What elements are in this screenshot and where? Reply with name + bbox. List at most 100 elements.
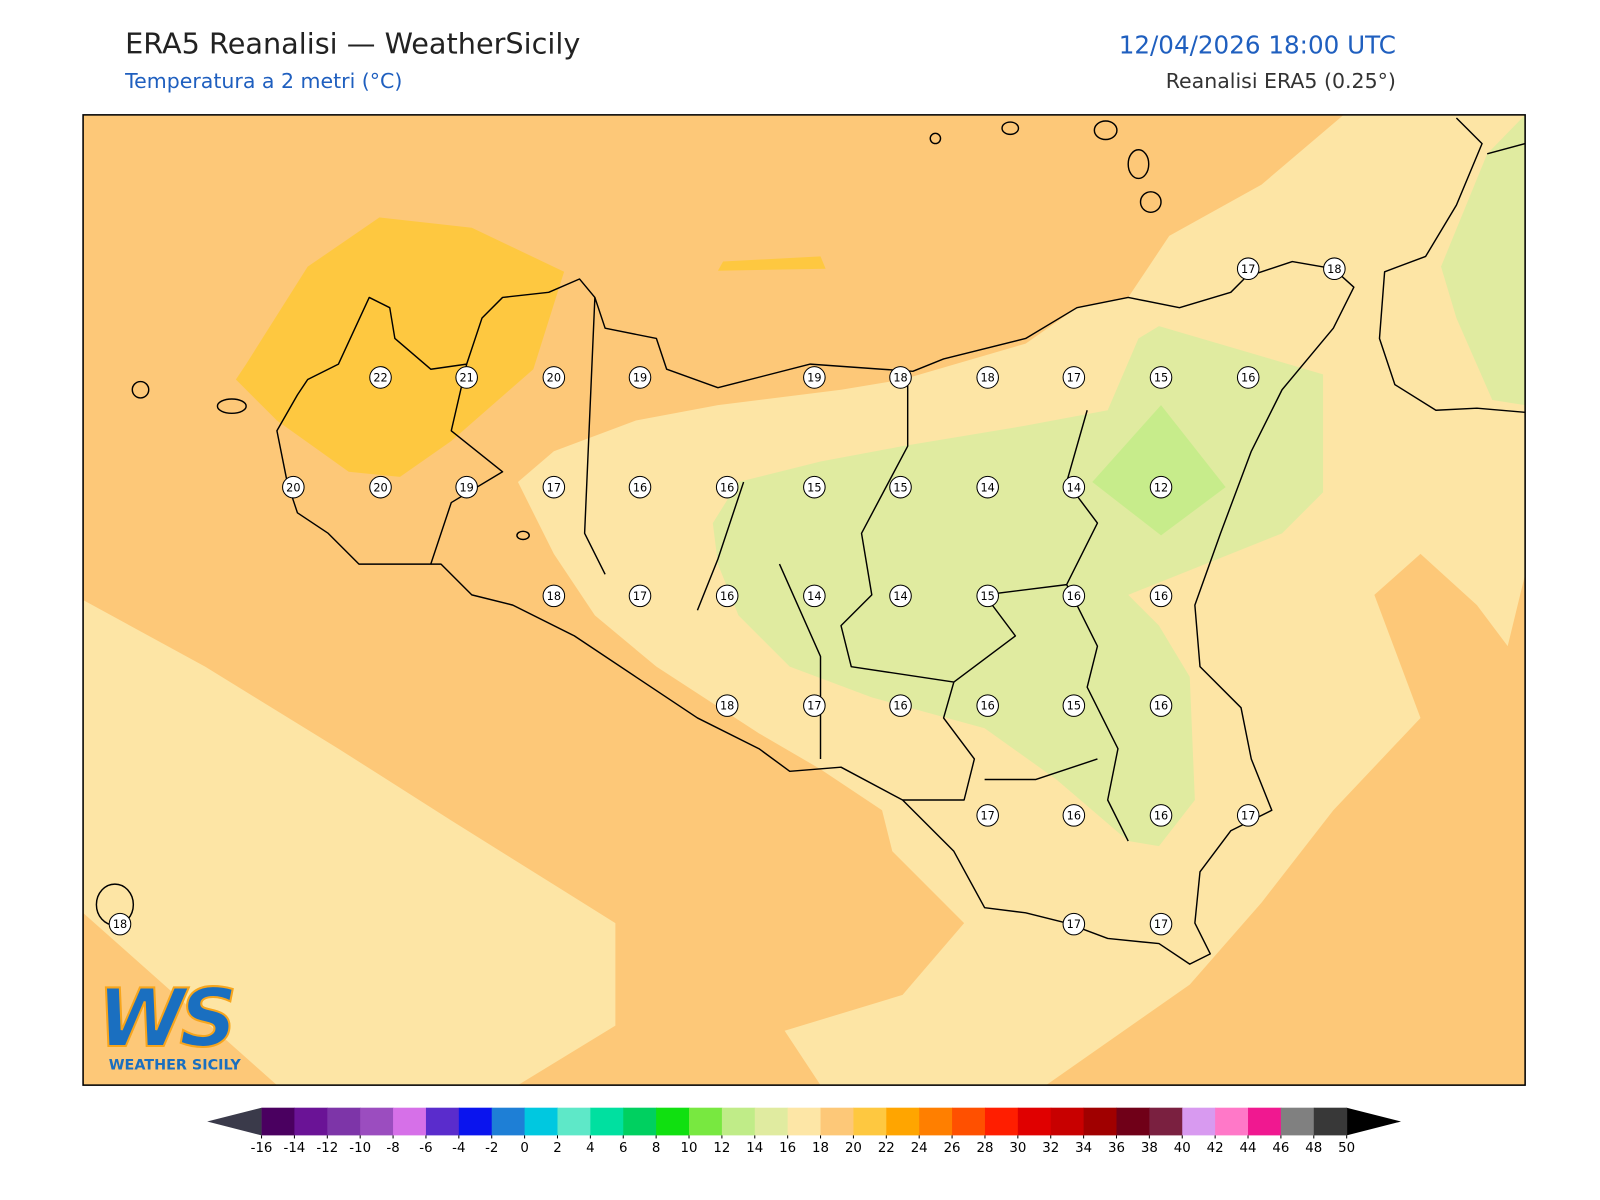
station-value: 17 <box>1154 918 1168 931</box>
colorbar-tick-label: 48 <box>1305 1141 1322 1156</box>
field-12-14 <box>1092 405 1226 536</box>
station-value: 17 <box>981 809 995 822</box>
station-marker <box>889 475 912 499</box>
colorbar-box <box>393 1107 427 1136</box>
colorbar-tick-label: 46 <box>1272 1141 1289 1156</box>
colorbar-box <box>261 1107 295 1136</box>
station-value: 19 <box>459 481 473 494</box>
colorbar-tick-label: -4 <box>452 1141 465 1156</box>
station-marker <box>803 584 826 608</box>
island <box>1001 121 1020 136</box>
colorbar-tick-label: 44 <box>1240 1141 1257 1156</box>
station-marker <box>976 584 999 608</box>
colorbar-box <box>919 1107 953 1136</box>
field-14-16 <box>1441 114 1526 406</box>
colorbar-box <box>952 1107 986 1136</box>
station-marker <box>976 804 999 827</box>
station-marker <box>715 694 739 717</box>
station-value: 19 <box>807 372 821 385</box>
colorbar-tick-label: 24 <box>911 1141 928 1156</box>
station-value: 16 <box>1154 700 1168 713</box>
colorbar-tick-label: 16 <box>779 1141 796 1156</box>
station-marker <box>1062 912 1086 936</box>
colorbar-tick-label: 6 <box>619 1141 627 1156</box>
field-16-18 <box>83 600 616 1086</box>
station-value: 18 <box>981 372 995 385</box>
colorbar-box <box>1313 1107 1348 1136</box>
station-value: 16 <box>633 481 647 494</box>
station-marker <box>715 475 739 499</box>
colorbar-tick-label: 32 <box>1042 1141 1059 1156</box>
station-marker <box>369 475 392 499</box>
station-value: 20 <box>547 372 561 385</box>
colorbar-tick-label: 18 <box>812 1141 829 1156</box>
colorbar-box <box>787 1107 822 1136</box>
station-marker <box>1236 804 1260 827</box>
station-value: 17 <box>633 590 647 603</box>
station-marker <box>1149 804 1173 827</box>
station-value: 18 <box>720 700 734 713</box>
station-value: 15 <box>1067 700 1081 713</box>
colorbar-tick-label: -14 <box>284 1141 306 1156</box>
station-marker <box>1062 366 1086 389</box>
station-marker <box>628 366 652 389</box>
island <box>131 380 150 399</box>
colorbar-box <box>1182 1107 1216 1136</box>
colorbar-tick-label: 20 <box>845 1141 862 1156</box>
station-value: 17 <box>1241 263 1255 276</box>
colorbar-box <box>557 1107 591 1136</box>
logo-text: WEATHER SICILY <box>109 1058 242 1074</box>
station-value: 21 <box>459 372 473 385</box>
colorbar-tick-label: 14 <box>746 1141 763 1156</box>
station-value: 18 <box>1327 263 1341 276</box>
colorbar-box <box>1050 1107 1085 1136</box>
grid-labels: 17 18 22 21 20 19 19 18 18 17 15 16 20 20 19 17 16 16 15 15… <box>108 257 1346 936</box>
station-value: 17 <box>807 700 821 713</box>
colorbar-box <box>1248 1107 1282 1136</box>
colorbar-box <box>1215 1107 1249 1136</box>
station-value: 16 <box>720 590 734 603</box>
station-value: 15 <box>893 481 907 494</box>
station-marker <box>889 694 912 717</box>
province-borders <box>430 297 1129 842</box>
station-value: 20 <box>373 481 387 494</box>
station-value: 16 <box>893 700 907 713</box>
colorbar-tick-label: -2 <box>485 1141 498 1156</box>
colorbar-box <box>689 1107 723 1136</box>
station-marker <box>628 475 652 499</box>
station-value: 16 <box>720 481 734 494</box>
island <box>216 398 247 415</box>
station-value: 17 <box>1067 372 1081 385</box>
colorbar-box <box>1017 1107 1052 1136</box>
colorbar-box <box>360 1107 394 1136</box>
logo: WS WEATHER SICILY <box>96 971 242 1074</box>
colorbar-box <box>623 1107 657 1136</box>
station-marker <box>542 366 566 389</box>
station-marker <box>803 366 826 389</box>
colorbar-box <box>425 1107 460 1136</box>
colorbar-box <box>327 1107 361 1136</box>
station-value: 19 <box>633 372 647 385</box>
colorbar-tick-label: 2 <box>553 1141 561 1156</box>
map-frame <box>82 114 1526 1086</box>
station-marker <box>1062 804 1086 827</box>
colorbar-box <box>1149 1107 1183 1136</box>
field-20-22 <box>235 217 565 477</box>
island <box>1127 149 1150 180</box>
colorbar-box <box>1116 1107 1150 1136</box>
station-marker <box>108 912 132 936</box>
station-value: 17 <box>1067 918 1081 931</box>
station-marker <box>803 694 826 717</box>
station-marker <box>1062 475 1086 499</box>
station-marker <box>1149 475 1173 499</box>
colorbar-box <box>886 1107 920 1136</box>
colorbar-tick-label: 28 <box>976 1141 993 1156</box>
station-marker <box>889 584 912 608</box>
station-marker <box>628 584 652 608</box>
station-marker <box>976 694 999 717</box>
station-marker <box>1149 584 1173 608</box>
colorbar-tick-label: 4 <box>586 1141 594 1156</box>
colorbar-tick-label: -6 <box>419 1141 432 1156</box>
station-marker <box>282 475 305 499</box>
